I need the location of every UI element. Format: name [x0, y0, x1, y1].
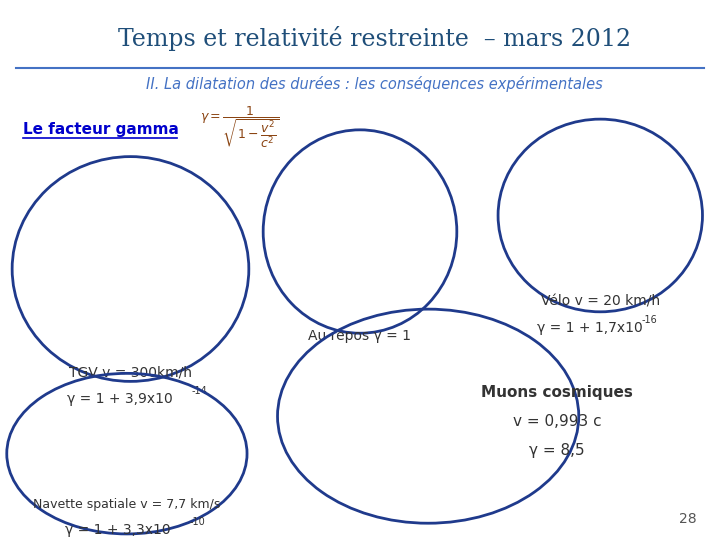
Text: -14: -14 [192, 386, 207, 396]
Text: Le facteur gamma: Le facteur gamma [23, 123, 179, 137]
Text: TGV v = 300km/h: TGV v = 300km/h [69, 365, 192, 379]
Text: Navette spatiale v = 7,7 km/s: Navette spatiale v = 7,7 km/s [33, 498, 220, 511]
Text: Temps et relativité restreinte  – mars 2012: Temps et relativité restreinte – mars 20… [118, 26, 631, 51]
Text: II. La dilatation des durées : les conséquences expérimentales: II. La dilatation des durées : les consé… [146, 76, 603, 92]
Text: Muons cosmiques: Muons cosmiques [481, 384, 633, 400]
Text: γ = 1 + 3,9x10: γ = 1 + 3,9x10 [67, 392, 173, 406]
Text: -10: -10 [189, 517, 205, 526]
Text: Vélo v = 20 km/h: Vélo v = 20 km/h [541, 294, 660, 308]
Text: 28: 28 [680, 512, 697, 526]
Text: γ = 1 + 1,7x10: γ = 1 + 1,7x10 [536, 321, 642, 335]
Text: Au repos γ = 1: Au repos γ = 1 [308, 329, 412, 343]
Text: γ = 8,5: γ = 8,5 [529, 443, 585, 458]
Text: -16: -16 [642, 315, 657, 325]
Text: γ = 1 + 3,3x10: γ = 1 + 3,3x10 [66, 523, 171, 537]
Text: v = 0,993 c: v = 0,993 c [513, 414, 601, 429]
